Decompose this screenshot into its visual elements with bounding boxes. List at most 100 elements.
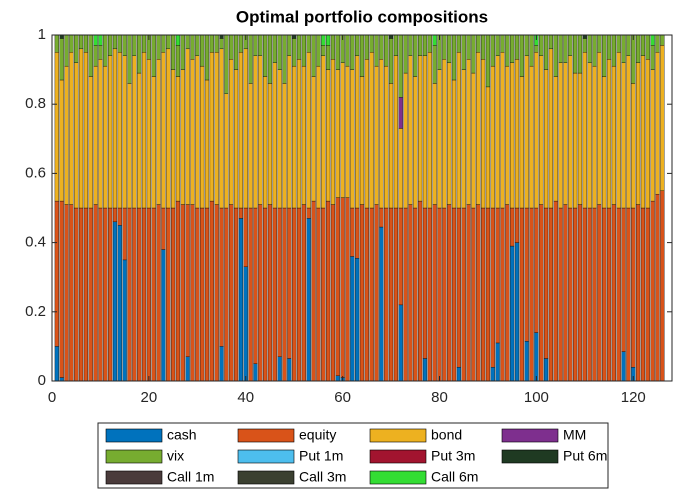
- bar-segment: [229, 59, 234, 205]
- legend-label: Call 6m: [431, 469, 478, 485]
- bar-segment: [219, 48, 224, 209]
- legend-label: MM: [563, 427, 586, 443]
- bar-segment: [582, 52, 587, 209]
- bar-segment: [645, 34, 650, 60]
- bar-segment: [122, 34, 127, 56]
- bar-segment: [103, 207, 108, 382]
- legend-label: cash: [167, 427, 197, 443]
- bar-segment: [175, 45, 181, 77]
- bar-segment: [151, 207, 156, 382]
- bar-segment: [573, 34, 578, 74]
- bar-segment: [98, 207, 103, 382]
- bar-segment: [335, 69, 340, 198]
- bar-segment: [582, 34, 587, 39]
- bar-segment: [553, 200, 558, 382]
- bar-segment: [122, 207, 127, 261]
- bar-segment: [301, 204, 306, 382]
- bar-segment: [563, 204, 568, 382]
- bar-segment: [485, 86, 491, 209]
- bar-segment: [170, 34, 176, 70]
- bar-segment: [388, 83, 394, 209]
- bar-segment: [156, 34, 161, 60]
- bar-segment: [466, 59, 471, 205]
- bar-segment: [582, 207, 587, 382]
- bar-segment: [316, 34, 321, 67]
- x-tick-label: 80: [431, 389, 448, 406]
- bar-segment: [209, 52, 214, 202]
- bar-segment: [422, 55, 428, 209]
- bar-segment: [321, 45, 326, 56]
- bar-segment: [296, 34, 302, 60]
- bar-segment: [219, 207, 224, 347]
- bar-segment: [175, 76, 181, 202]
- bar-segment: [88, 76, 93, 209]
- legend-label: Call 1m: [167, 469, 214, 485]
- bar-segment: [238, 34, 244, 53]
- bar-segment: [204, 34, 210, 81]
- bar-segment: [238, 207, 244, 219]
- bar-segment: [93, 65, 98, 205]
- bar-segment: [69, 52, 74, 205]
- bar-segment: [514, 59, 520, 209]
- x-tick-label: 0: [48, 389, 56, 406]
- bar-segment: [476, 52, 481, 205]
- bar-segment: [311, 34, 316, 77]
- bar-segment: [141, 52, 147, 209]
- bar-segment: [510, 245, 515, 382]
- bar-segment: [437, 34, 442, 70]
- bar-segment: [471, 72, 476, 209]
- bar-segment: [543, 34, 549, 70]
- bar-segment: [505, 65, 510, 205]
- bar-segment: [248, 83, 253, 209]
- bar-segment: [577, 72, 583, 205]
- legend-swatch: [237, 428, 295, 443]
- bar-segment: [510, 62, 515, 209]
- plot-frame: [51, 34, 673, 382]
- bar-segment: [287, 34, 292, 56]
- x-tick-label: 20: [141, 389, 158, 406]
- bar-segment: [422, 207, 428, 359]
- bar-segment: [137, 207, 142, 382]
- bar-segment: [151, 34, 156, 77]
- bar-segment: [301, 34, 306, 67]
- bar-segment: [59, 34, 64, 39]
- y-tick-label: 1: [38, 26, 46, 43]
- bar-segment: [476, 34, 481, 53]
- bar-segment: [59, 200, 64, 378]
- bar-segment: [161, 52, 166, 209]
- bar-segment: [398, 34, 403, 98]
- bar-segment: [490, 366, 495, 382]
- bar-segment: [277, 34, 282, 70]
- y-tick-label: 0.2: [25, 303, 46, 320]
- bar-segment: [369, 34, 374, 53]
- bar-segment: [640, 34, 646, 56]
- bar-segment: [112, 48, 118, 209]
- bar-segment: [253, 363, 258, 382]
- bar-segment: [122, 55, 127, 209]
- bar-segment: [156, 59, 161, 205]
- bar-segment: [597, 34, 602, 53]
- bar-segment: [645, 59, 650, 209]
- bar-segment: [660, 34, 665, 46]
- bar-segment: [64, 65, 69, 205]
- bar-segment: [306, 34, 311, 53]
- bar-segment: [359, 76, 365, 205]
- bar-segment: [602, 207, 607, 382]
- bar-segment: [175, 200, 181, 382]
- bar-segment: [195, 55, 200, 209]
- bar-segment: [514, 242, 520, 382]
- bar-segment: [59, 38, 64, 81]
- bar-segment: [524, 207, 529, 342]
- bar-segment: [180, 34, 185, 70]
- bar-segment: [112, 34, 118, 50]
- bar-segment: [480, 207, 486, 382]
- bar-segment: [146, 59, 151, 209]
- bar-segment: [374, 204, 379, 382]
- bar-segment: [519, 207, 524, 382]
- bar-segment: [287, 55, 292, 209]
- bar-segment: [200, 65, 205, 209]
- bar-segment: [490, 207, 495, 368]
- bar-segment: [132, 207, 137, 382]
- bar-segment: [582, 38, 587, 53]
- bar-segment: [495, 34, 500, 56]
